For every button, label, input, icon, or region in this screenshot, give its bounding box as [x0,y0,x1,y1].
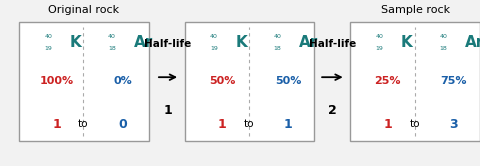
Text: to: to [244,119,254,129]
Text: 50%: 50% [275,76,301,86]
Text: 40: 40 [274,34,281,39]
Text: 1: 1 [284,118,292,131]
Text: 0: 0 [118,118,127,131]
Text: 40: 40 [108,34,116,39]
Text: 40: 40 [210,34,218,39]
Text: Ar: Ar [465,35,480,50]
Text: Ar: Ar [299,35,318,50]
Text: Sample rock: Sample rock [381,5,450,15]
Text: to: to [409,119,420,129]
Text: 1: 1 [218,118,227,131]
Text: 2: 2 [328,104,337,117]
Text: K: K [236,35,247,50]
Bar [185,22,314,141]
Text: 18: 18 [274,46,281,51]
Text: 19: 19 [210,46,218,51]
Text: Original rock: Original rock [48,5,120,15]
Bar [350,22,480,141]
Text: K: K [70,35,82,50]
Text: 18: 18 [439,46,447,51]
Text: 50%: 50% [209,76,235,86]
Text: 40: 40 [376,34,384,39]
Text: Ar: Ar [133,35,153,50]
Text: 40: 40 [45,34,52,39]
Text: to: to [78,119,89,129]
Text: 0%: 0% [113,76,132,86]
Text: 18: 18 [108,46,116,51]
Text: 40: 40 [439,34,447,39]
Text: 1: 1 [52,118,61,131]
Text: Half-life: Half-life [309,39,356,49]
Text: K: K [401,35,413,50]
Text: 19: 19 [45,46,52,51]
Text: 25%: 25% [374,76,401,86]
Bar [19,22,149,141]
Text: 75%: 75% [441,76,467,86]
Text: 3: 3 [449,118,458,131]
Text: 1: 1 [384,118,392,131]
Text: Half-life: Half-life [144,39,192,49]
Text: 100%: 100% [39,76,73,86]
Text: 19: 19 [376,46,384,51]
Text: 1: 1 [164,104,172,117]
